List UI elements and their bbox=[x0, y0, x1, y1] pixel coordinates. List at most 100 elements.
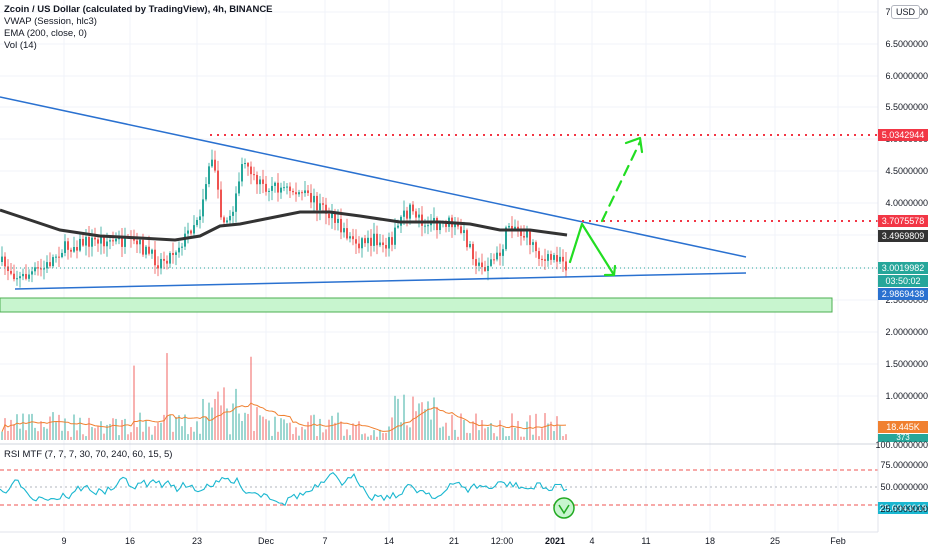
projection-arrows[interactable] bbox=[568, 136, 644, 277]
volume-bar bbox=[136, 427, 138, 440]
volume-bar bbox=[79, 417, 81, 440]
candle-body bbox=[307, 190, 309, 194]
ema-200-line[interactable] bbox=[0, 208, 568, 242]
candle-body bbox=[217, 170, 219, 190]
volume-bar bbox=[1, 431, 3, 440]
candle-body bbox=[376, 233, 378, 246]
candle-body bbox=[484, 267, 486, 271]
volume-bar bbox=[148, 426, 150, 440]
resistance-price-tag: 3.7075578 bbox=[878, 215, 928, 227]
candle-body bbox=[160, 258, 162, 269]
chart-legend[interactable]: Zcoin / US Dollar (calculated by Trading… bbox=[4, 4, 273, 52]
volume-bar bbox=[532, 434, 534, 440]
symbol-title[interactable]: Zcoin / US Dollar (calculated by Trading… bbox=[4, 4, 273, 15]
volume-bar bbox=[460, 413, 462, 440]
time-axis-label: 4 bbox=[589, 536, 595, 546]
volume-bar bbox=[124, 418, 126, 440]
volume-bar bbox=[160, 422, 162, 440]
support-price-tag: 2.9869438 bbox=[878, 288, 928, 300]
volume-indicator-label[interactable]: Vol (14) bbox=[4, 40, 37, 51]
vwap-indicator-label[interactable]: VWAP (Session, hlc3) bbox=[4, 16, 97, 27]
volume-bar bbox=[205, 417, 207, 440]
candle-body bbox=[76, 247, 78, 251]
volume-bar bbox=[250, 356, 252, 440]
candle-body bbox=[283, 187, 285, 189]
candle-body bbox=[517, 226, 519, 230]
volume-bar bbox=[409, 427, 411, 440]
volume-bar bbox=[325, 429, 327, 440]
volume-bar bbox=[370, 435, 372, 440]
candle-body bbox=[349, 236, 351, 239]
volume-bar bbox=[373, 430, 375, 440]
volume-bar bbox=[565, 434, 567, 440]
volume-bar bbox=[364, 433, 366, 440]
volume-bar bbox=[343, 435, 345, 440]
volume-bar bbox=[514, 428, 516, 440]
volume-bar bbox=[220, 405, 222, 440]
time-axis-label: Feb bbox=[830, 536, 846, 546]
volume-bar bbox=[199, 433, 201, 440]
arrow-up-dashed-head bbox=[624, 136, 644, 154]
candle-body bbox=[556, 255, 558, 262]
volume-bar bbox=[349, 435, 351, 440]
volume-bar bbox=[331, 415, 333, 440]
candle-body bbox=[184, 233, 186, 247]
candle-body bbox=[409, 204, 411, 219]
volume-bar bbox=[403, 394, 405, 440]
time-axis-label: 2021 bbox=[544, 536, 566, 546]
descending-trendline[interactable] bbox=[0, 96, 747, 258]
candle-body bbox=[58, 256, 60, 258]
volume-bar bbox=[211, 407, 213, 440]
candle-body bbox=[37, 267, 39, 269]
volume-bar bbox=[388, 426, 390, 440]
candle-body bbox=[181, 246, 183, 248]
time-axis-label: 14 bbox=[383, 536, 395, 546]
chart-grid bbox=[0, 0, 878, 532]
candle-body bbox=[355, 239, 357, 244]
volume-bar bbox=[562, 436, 564, 440]
candle-body bbox=[358, 243, 360, 249]
candle-body bbox=[412, 204, 414, 212]
candle-body bbox=[235, 193, 237, 212]
candle-body bbox=[244, 163, 246, 165]
volume-bar bbox=[163, 414, 165, 440]
volume-bar bbox=[118, 435, 120, 440]
candle-body bbox=[220, 189, 222, 218]
rsi-axis-label: 100.0000000 bbox=[875, 440, 928, 450]
price-axis-label: 6.5000000 bbox=[885, 39, 928, 49]
volume-bar bbox=[466, 432, 468, 440]
ema-indicator-label[interactable]: EMA (200, close, 0) bbox=[4, 28, 87, 39]
candle-body bbox=[163, 258, 165, 261]
rsi-axis-label: 25.0000000 bbox=[880, 504, 928, 514]
candle-body bbox=[253, 174, 255, 176]
volume-bar bbox=[10, 419, 12, 440]
rsi-oversold-circle[interactable] bbox=[553, 497, 575, 519]
volume-bar bbox=[223, 387, 225, 440]
volume-bar bbox=[133, 365, 135, 440]
rsi-indicator-label[interactable]: RSI MTF (7, 7, 7, 30, 70, 240, 60, 15, 5… bbox=[4, 449, 173, 460]
currency-button[interactable]: USD bbox=[890, 5, 920, 19]
volume-bar bbox=[376, 436, 378, 440]
candle-body bbox=[34, 267, 36, 272]
arrow-down-head bbox=[603, 264, 617, 277]
ascending-trendline[interactable] bbox=[14, 272, 747, 290]
volume-bar bbox=[103, 433, 105, 440]
candle-body bbox=[205, 184, 207, 200]
volume-bar bbox=[76, 430, 78, 440]
volume-bar bbox=[151, 434, 153, 440]
volume-bar bbox=[412, 396, 414, 440]
volume-bar bbox=[430, 419, 432, 440]
candle-body bbox=[31, 271, 33, 275]
candle-body bbox=[322, 203, 324, 205]
volume-bar bbox=[61, 430, 63, 440]
candle-body bbox=[199, 216, 201, 220]
volume-bar bbox=[121, 419, 123, 440]
volume-bar bbox=[346, 429, 348, 440]
volume-bar bbox=[181, 426, 183, 440]
volume-bar bbox=[169, 414, 171, 440]
volume-bar bbox=[268, 420, 270, 440]
candle-body bbox=[547, 254, 549, 261]
candle-body bbox=[4, 256, 6, 267]
time-axis-label: 11 bbox=[641, 536, 651, 546]
